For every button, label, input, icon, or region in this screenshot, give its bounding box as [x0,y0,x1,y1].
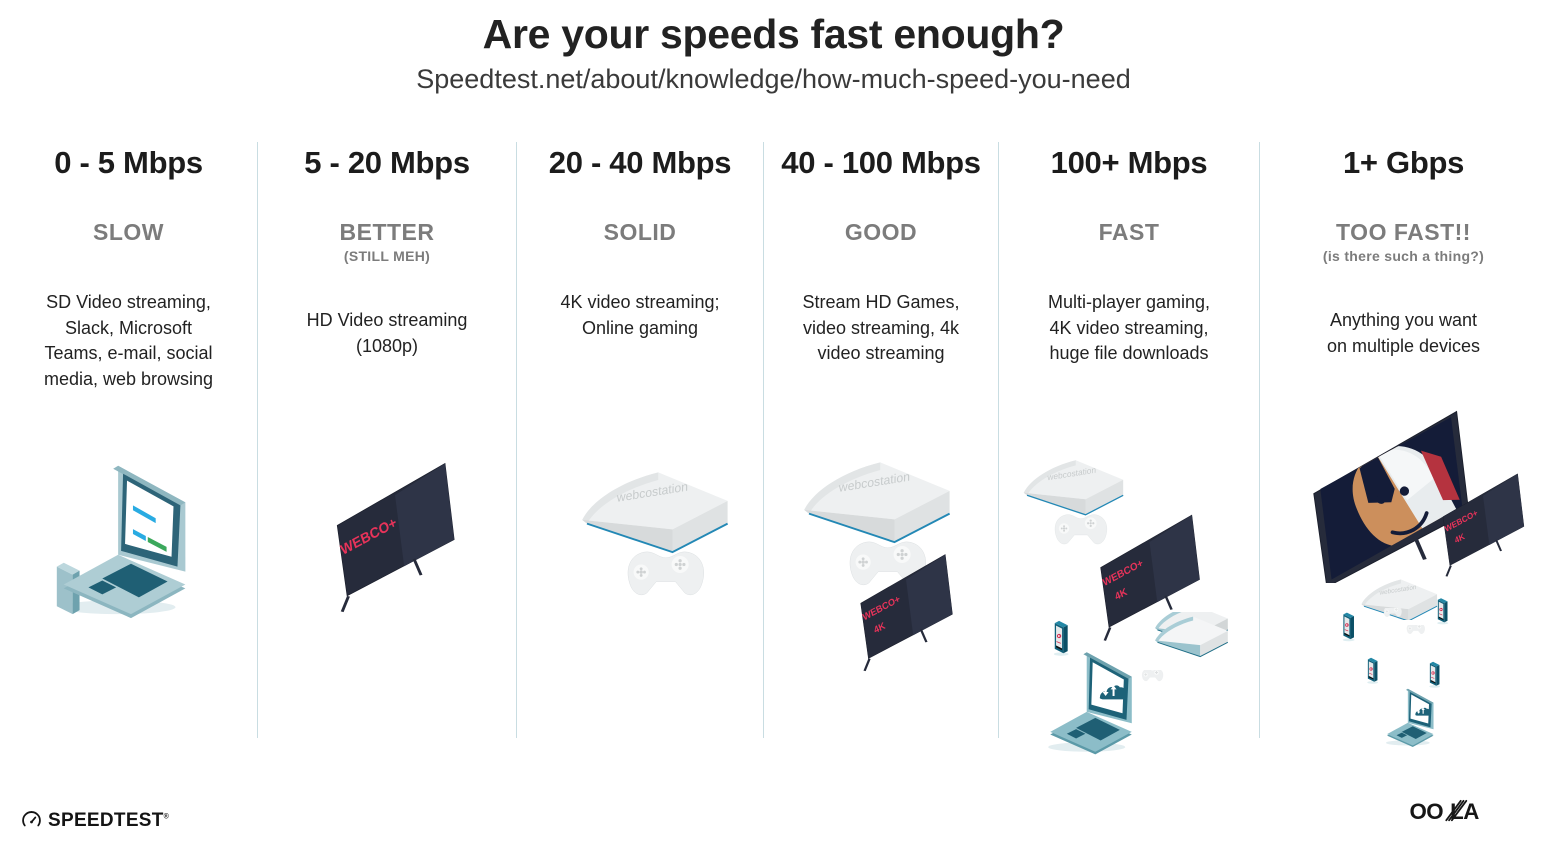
svg-text:OO: OO [1409,799,1443,824]
